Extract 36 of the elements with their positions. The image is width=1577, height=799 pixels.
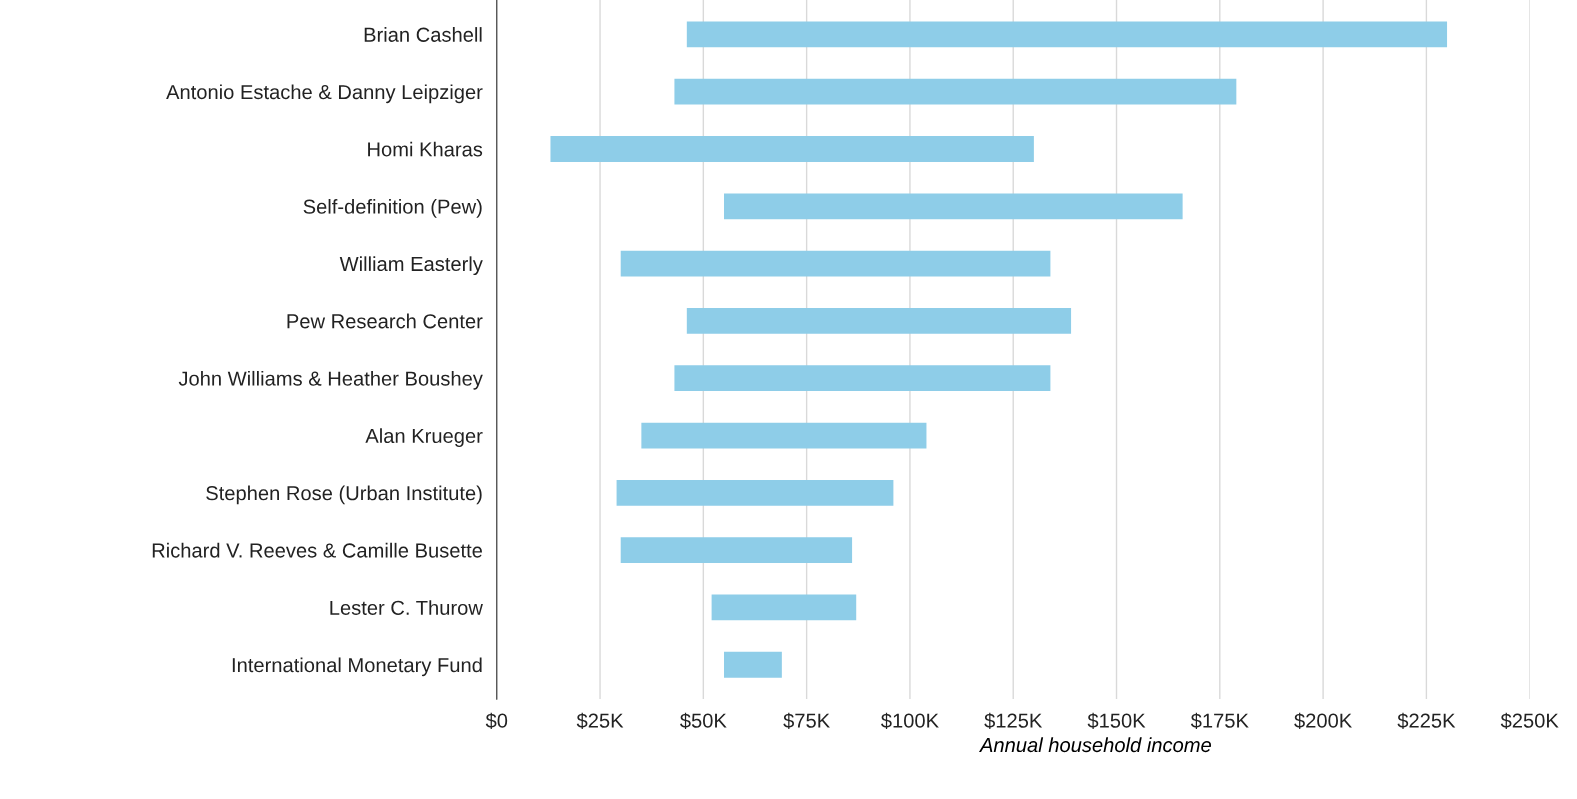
bar xyxy=(620,537,853,564)
bar xyxy=(641,422,927,449)
x-tick-label: $175K xyxy=(1190,712,1249,730)
x-tick-label: $100K xyxy=(881,712,939,730)
bar xyxy=(686,21,1448,48)
bar xyxy=(674,78,1237,105)
x-tick-label: $225K xyxy=(1397,712,1456,730)
y-tick-label: Richard V. Reeves & Camille Busette xyxy=(152,542,482,558)
x-tick-label: $150K xyxy=(1087,712,1146,730)
x-tick-label: $75K xyxy=(783,712,830,730)
x-tick-label: $0 xyxy=(485,712,508,730)
y-tick-label: Antonio Estache & Danny Leipziger xyxy=(166,84,483,104)
bar xyxy=(620,250,1051,277)
x-axis-title: Annual household income xyxy=(978,737,1211,753)
y-tick-label: John Williams & Heather Boushey xyxy=(178,370,483,390)
bar xyxy=(686,308,1072,334)
x-tick-label: $250K xyxy=(1500,712,1559,730)
y-tick-label: Stephen Rose (Urban Institute) xyxy=(206,485,482,505)
y-tick-label: Brian Cashell xyxy=(364,27,482,42)
y-tick-label: William Easterly xyxy=(339,256,483,276)
x-tick-label: $125K xyxy=(984,712,1043,730)
y-tick-label: Self-definition (Pew) xyxy=(303,199,482,218)
y-tick-label: Homi Kharas xyxy=(368,141,483,157)
y-tick-label: Lester C. Thurow xyxy=(330,600,483,615)
bar xyxy=(616,479,894,506)
y-tick-label: Alan Krueger xyxy=(365,428,483,447)
bar xyxy=(711,594,857,621)
bar xyxy=(674,365,1051,392)
x-tick-label: $25K xyxy=(576,712,624,730)
bar xyxy=(550,136,1034,162)
y-tick-label: Pew Research Center xyxy=(287,313,483,329)
bar xyxy=(724,193,1183,220)
y-tick-label: International Monetary Fund xyxy=(232,657,482,677)
x-tick-label: $50K xyxy=(680,712,727,730)
x-tick-label: $200K xyxy=(1294,712,1352,730)
bar xyxy=(724,651,782,678)
